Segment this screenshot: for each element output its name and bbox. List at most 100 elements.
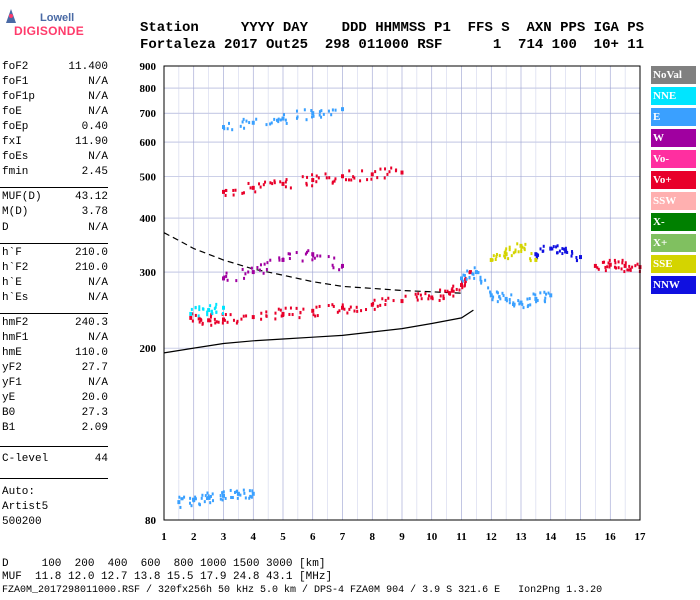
data-point xyxy=(222,490,225,494)
data-point xyxy=(452,289,455,293)
data-point xyxy=(479,275,482,279)
data-point xyxy=(499,297,502,301)
data-point xyxy=(194,313,197,317)
data-point xyxy=(224,188,227,192)
data-point xyxy=(312,254,315,258)
data-point xyxy=(438,298,441,302)
data-point xyxy=(215,310,218,314)
data-point xyxy=(278,258,281,262)
data-point xyxy=(249,494,252,498)
data-point xyxy=(416,298,419,302)
data-point xyxy=(562,247,565,251)
data-point xyxy=(501,291,504,295)
data-point xyxy=(466,269,469,273)
data-point xyxy=(520,244,523,248)
data-point xyxy=(522,306,525,310)
param-row: MUF(D) 43.12 xyxy=(2,191,108,206)
data-point xyxy=(536,253,539,257)
param-value: 44 xyxy=(94,453,108,465)
data-point xyxy=(617,260,620,264)
data-point xyxy=(502,294,505,298)
data-point xyxy=(213,317,216,321)
param-value: N/A xyxy=(88,151,108,163)
data-point xyxy=(607,261,610,265)
data-point xyxy=(183,495,186,499)
data-point xyxy=(601,260,604,264)
data-point xyxy=(198,503,201,507)
data-point xyxy=(608,262,612,267)
data-point xyxy=(281,181,285,186)
data-point xyxy=(465,277,468,281)
data-point xyxy=(209,319,212,323)
data-point xyxy=(251,315,255,320)
data-point xyxy=(231,128,234,132)
data-point xyxy=(248,121,251,125)
profile-curve xyxy=(163,232,462,294)
data-point xyxy=(353,176,356,180)
data-point xyxy=(597,267,600,271)
data-point xyxy=(224,193,227,197)
data-point xyxy=(278,256,281,260)
data-point xyxy=(545,292,548,296)
data-point xyxy=(244,496,247,500)
data-point xyxy=(219,497,222,501)
data-point xyxy=(463,274,466,278)
data-point xyxy=(561,247,564,251)
param-row: h`Es N/A xyxy=(2,292,108,307)
param-value: 110.0 xyxy=(74,347,108,359)
data-point xyxy=(495,254,498,258)
x-tick-label: 3 xyxy=(221,531,227,543)
data-point xyxy=(341,107,344,112)
data-point xyxy=(603,260,606,264)
data-point xyxy=(304,252,307,256)
data-point xyxy=(463,283,466,287)
data-point xyxy=(350,178,353,182)
data-point xyxy=(223,275,226,279)
legend-item-vo-: Vo- xyxy=(651,150,696,168)
data-point xyxy=(503,254,506,258)
data-point xyxy=(242,117,245,121)
data-point xyxy=(390,166,393,170)
data-point xyxy=(288,257,291,261)
data-point xyxy=(348,307,351,311)
param-name: fmin xyxy=(2,166,29,178)
param-row: foF1p N/A xyxy=(2,91,108,106)
data-point xyxy=(468,270,472,275)
data-point xyxy=(245,119,248,123)
data-point xyxy=(331,181,334,185)
param-value: N/A xyxy=(88,222,108,234)
param-value: 2.45 xyxy=(81,166,108,178)
param-separator xyxy=(0,187,108,188)
data-point xyxy=(221,498,224,502)
data-point xyxy=(241,191,244,195)
data-point xyxy=(302,307,305,311)
data-point xyxy=(507,257,510,261)
data-point xyxy=(613,265,616,269)
data-point xyxy=(508,248,511,252)
data-point xyxy=(316,254,319,258)
data-point xyxy=(489,293,493,298)
x-tick-label: 1 xyxy=(161,531,167,543)
data-point xyxy=(205,497,208,501)
data-point xyxy=(214,305,217,309)
data-point xyxy=(542,244,545,248)
x-tick-label: 4 xyxy=(251,531,257,543)
data-point xyxy=(318,113,321,117)
data-point xyxy=(608,258,611,262)
data-point xyxy=(492,295,495,299)
legend-item-nne: NNE xyxy=(651,87,696,105)
data-point xyxy=(374,170,377,174)
data-point xyxy=(471,272,474,276)
auto-label: Auto: xyxy=(2,486,36,498)
data-point xyxy=(455,287,458,291)
data-point xyxy=(543,299,546,303)
data-point xyxy=(258,268,261,272)
data-point xyxy=(279,180,282,184)
param-value: 2.09 xyxy=(81,422,108,434)
param-value: 43.12 xyxy=(74,191,108,203)
data-point xyxy=(473,276,476,280)
data-point xyxy=(280,314,283,318)
data-point xyxy=(315,180,318,184)
data-point xyxy=(539,291,542,295)
data-point xyxy=(514,248,517,252)
